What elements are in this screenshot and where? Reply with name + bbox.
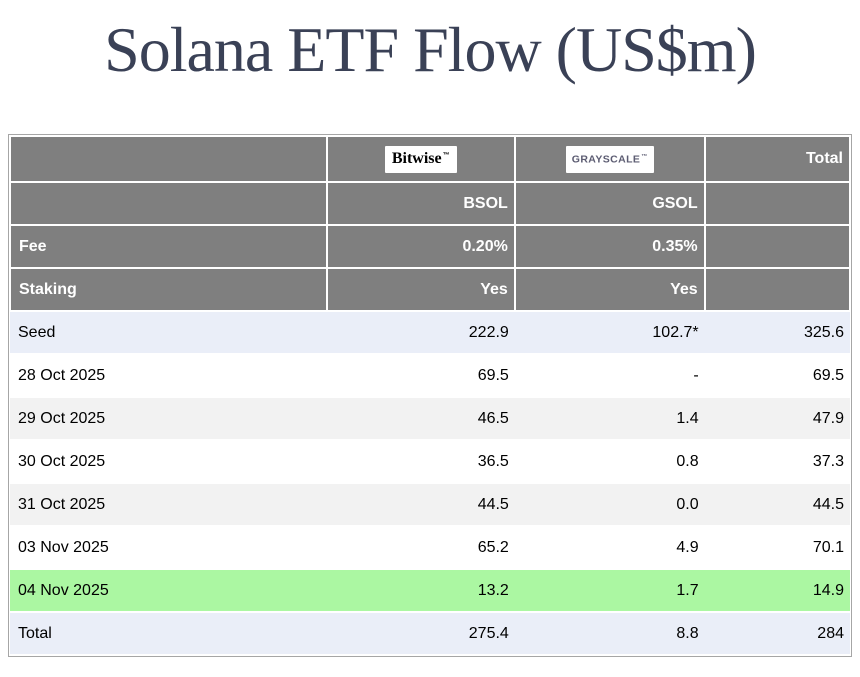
row-label: Total — [10, 611, 327, 657]
bsol-ticker-header: BSOL — [325, 181, 516, 227]
total-value-cell: 47.9 — [704, 396, 850, 442]
total-value-cell: 284 — [704, 611, 850, 657]
table-row-30-oct-2025: 30 Oct 2025 36.5 0.8 37.3 — [10, 439, 850, 485]
fee-gsol-cell: 0.35% — [513, 224, 706, 270]
staking-gsol-cell: Yes — [513, 267, 706, 313]
table-row-seed: Seed 222.9 102.7* 325.6 — [10, 310, 850, 356]
gsol-value-cell: - — [514, 353, 705, 399]
etf-flow-table-grid: Bitwise™ GRAYSCALE™ Total BSOL GSOL Fee … — [9, 135, 852, 657]
bsol-value-cell: 13.2 — [326, 568, 515, 614]
bsol-value-cell: 46.5 — [326, 396, 515, 442]
row-label: 28 Oct 2025 — [10, 353, 327, 399]
staking-row-label: Staking — [9, 267, 328, 313]
bitwise-logo: Bitwise™ — [384, 145, 457, 173]
staking-total-cell — [703, 267, 852, 313]
bsol-value-cell: 69.5 — [326, 353, 515, 399]
staking-bsol-cell: Yes — [325, 267, 516, 313]
fee-row: Fee 0.20% 0.35% — [9, 224, 852, 270]
total-value-cell: 37.3 — [704, 439, 850, 485]
row-label: Seed — [10, 310, 327, 356]
gsol-value-cell: 8.8 — [514, 611, 705, 657]
gsol-value-cell: 0.0 — [514, 482, 705, 528]
table-row-total: Total 275.4 8.8 284 — [10, 611, 850, 657]
ticker-header-row: BSOL GSOL — [9, 181, 852, 227]
total-value-cell: 14.9 — [704, 568, 850, 614]
row-label: 30 Oct 2025 — [10, 439, 327, 485]
bsol-value-cell: 275.4 — [326, 611, 515, 657]
etf-flow-table: Bitwise™ GRAYSCALE™ Total BSOL GSOL Fee … — [8, 134, 852, 658]
empty-header-cell — [703, 181, 852, 227]
bitwise-logo-text: Bitwise — [391, 149, 442, 167]
row-label: 03 Nov 2025 — [10, 525, 327, 571]
table-row-04-nov-2025-highlighted: 04 Nov 2025 13.2 1.7 14.9 — [10, 568, 850, 614]
bsol-value-cell: 44.5 — [326, 482, 515, 528]
gsol-value-cell: 1.4 — [514, 396, 705, 442]
grayscale-header-cell: GRAYSCALE™ — [513, 135, 706, 184]
total-value-cell: 70.1 — [704, 525, 850, 571]
row-label: 29 Oct 2025 — [10, 396, 327, 442]
grayscale-logo: GRAYSCALE™ — [565, 145, 654, 173]
gsol-value-cell: 0.8 — [514, 439, 705, 485]
fee-bsol-cell: 0.20% — [325, 224, 516, 270]
gsol-value-cell: 1.7 — [514, 568, 705, 614]
empty-header-cell — [9, 135, 328, 184]
bsol-value-cell: 65.2 — [326, 525, 515, 571]
total-column-header: Total — [703, 135, 852, 184]
bitwise-trademark-mark: ™ — [442, 151, 450, 159]
table-row-29-oct-2025: 29 Oct 2025 46.5 1.4 47.9 — [10, 396, 850, 442]
issuer-logo-header-row: Bitwise™ GRAYSCALE™ Total — [9, 135, 852, 184]
grayscale-logo-text: GRAYSCALE — [571, 153, 641, 166]
gsol-ticker-header: GSOL — [513, 181, 706, 227]
row-label: 31 Oct 2025 — [10, 482, 327, 528]
total-value-cell: 69.5 — [704, 353, 850, 399]
bsol-value-cell: 36.5 — [326, 439, 515, 485]
gsol-value-cell: 4.9 — [514, 525, 705, 571]
bitwise-header-cell: Bitwise™ — [325, 135, 516, 184]
total-value-cell: 44.5 — [704, 482, 850, 528]
total-value-cell: 325.6 — [704, 310, 850, 356]
fee-total-cell — [703, 224, 852, 270]
table-row-28-oct-2025: 28 Oct 2025 69.5 - 69.5 — [10, 353, 850, 399]
page-title: Solana ETF Flow (US$m) — [104, 14, 757, 85]
gsol-value-cell: 102.7* — [514, 310, 705, 356]
bsol-value-cell: 222.9 — [326, 310, 515, 356]
table-row-31-oct-2025: 31 Oct 2025 44.5 0.0 44.5 — [10, 482, 850, 528]
table-row-03-nov-2025: 03 Nov 2025 65.2 4.9 70.1 — [10, 525, 850, 571]
row-label: 04 Nov 2025 — [10, 568, 327, 614]
fee-row-label: Fee — [9, 224, 328, 270]
grayscale-trademark-mark: ™ — [641, 153, 648, 160]
staking-row: Staking Yes Yes — [9, 267, 852, 313]
empty-header-cell — [9, 181, 328, 227]
